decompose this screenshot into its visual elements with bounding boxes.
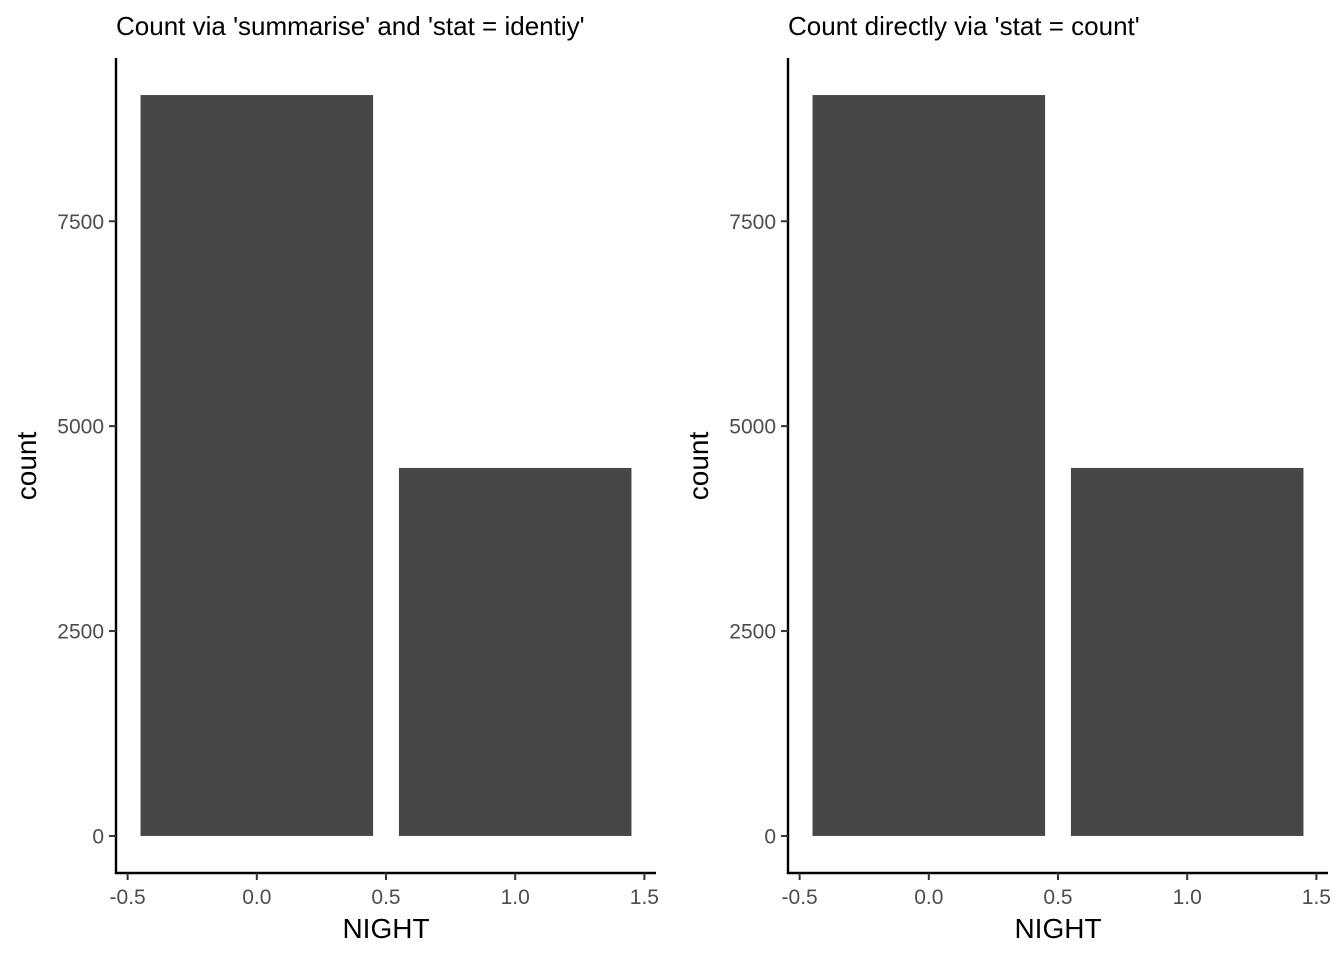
left-x-tick-label-3: 1.0 <box>501 886 530 909</box>
right-x-tick-label-4: 1.5 <box>1302 886 1331 909</box>
right-y-tick-label-3: 7500 <box>729 211 776 234</box>
left-y-tick-label-3: 7500 <box>57 211 104 234</box>
left-y-tick-label-1: 2500 <box>57 621 104 644</box>
left-y-tick-label-0: 0 <box>92 825 104 848</box>
right-x-tick-label-1: 0.0 <box>914 886 943 909</box>
left-x-tick-label-1: 0.0 <box>242 886 271 909</box>
left-bar-1 <box>398 467 632 836</box>
left-y-axis-title: count <box>11 432 42 501</box>
right-x-axis-title: NIGHT <box>1014 913 1101 944</box>
right-x-tick-label-0: -0.5 <box>782 886 818 909</box>
left-chart-title: Count via 'summarise' and 'stat = identi… <box>116 11 585 41</box>
left-x-tick-label-4: 1.5 <box>630 886 659 909</box>
left-panel: Count via 'summarise' and 'stat = identi… <box>11 11 659 944</box>
right-x-tick-label-2: 0.5 <box>1043 886 1072 909</box>
right-panel: Count directly via 'stat = count' 0 2500 5… <box>683 11 1331 944</box>
left-chart-marks: 0 2500 5000 7500 -0.5 0.0 0.5 1.0 1.5 <box>57 58 659 909</box>
left-x-tick-label-2: 0.5 <box>371 886 400 909</box>
right-chart-title: Count directly via 'stat = count' <box>788 11 1140 41</box>
right-y-tick-label-2: 5000 <box>729 416 776 439</box>
right-y-tick-label-1: 2500 <box>729 621 776 644</box>
left-x-axis-title: NIGHT <box>342 913 429 944</box>
left-bar-0 <box>140 95 374 836</box>
left-x-tick-label-0: -0.5 <box>110 886 146 909</box>
right-y-tick-label-0: 0 <box>764 825 776 848</box>
right-y-axis-title: count <box>683 432 714 501</box>
right-bar-1 <box>1070 467 1304 836</box>
right-x-tick-label-3: 1.0 <box>1173 886 1202 909</box>
right-chart-marks: 0 2500 5000 7500 -0.5 0.0 0.5 1.0 1.5 <box>729 58 1331 909</box>
left-y-tick-label-2: 5000 <box>57 416 104 439</box>
right-bar-0 <box>812 95 1046 836</box>
